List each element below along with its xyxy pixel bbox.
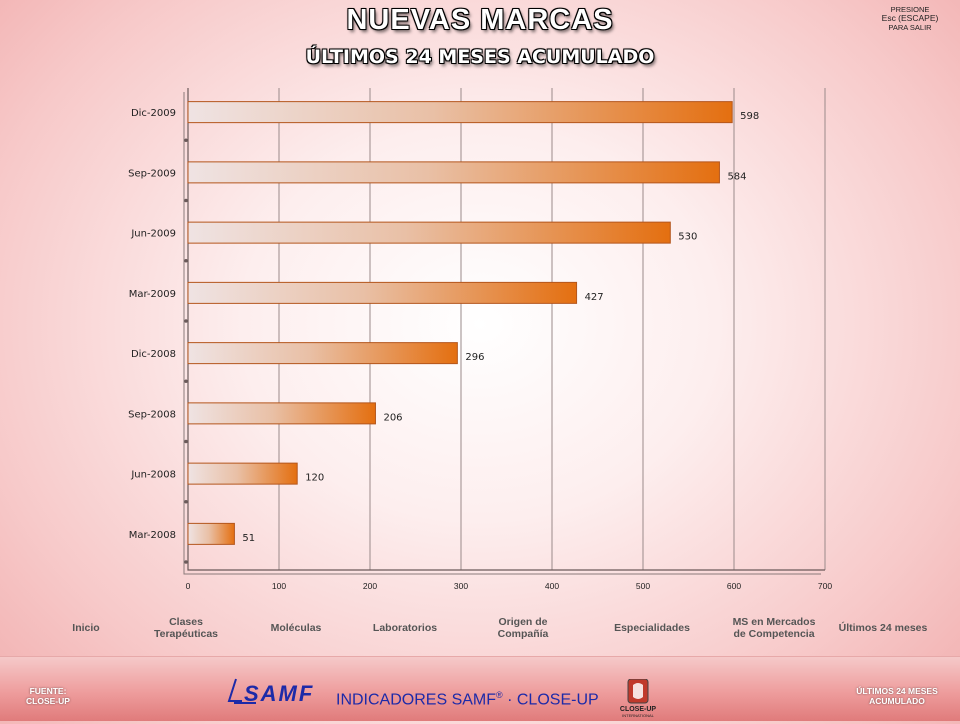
y-category-label: Mar-2008 bbox=[129, 530, 176, 541]
nav-item-label: Origen de Compañía bbox=[497, 616, 549, 640]
footer-section-line1: ÚLTIMOS 24 MESES bbox=[856, 686, 938, 696]
chart-gridlines bbox=[278, 88, 826, 570]
axis-line bbox=[187, 88, 825, 571]
y-tick-mark bbox=[184, 258, 188, 263]
nav-item-últimos-24-meses[interactable]: Últimos 24 meses bbox=[828, 607, 938, 649]
escape-hint: PRESIONE Esc (ESCAPE) PARA SALIR bbox=[870, 5, 950, 32]
escape-hint-line2: Esc (ESCAPE) bbox=[881, 13, 939, 23]
footer-brand-sup: ® bbox=[496, 690, 503, 700]
x-tick-label: 200 bbox=[363, 581, 377, 591]
x-tick-label: 0 bbox=[186, 581, 191, 591]
y-category-label: Dic-2008 bbox=[131, 349, 176, 360]
y-category-label: Dic-2009 bbox=[131, 108, 176, 119]
nav-item-laboratorios[interactable]: Laboratorios bbox=[355, 607, 455, 649]
y-category-label: Jun-2009 bbox=[130, 229, 176, 240]
nav-item-label: Inicio bbox=[72, 622, 100, 634]
nav-item-inicio[interactable]: Inicio bbox=[51, 607, 121, 649]
y-tick-mark bbox=[184, 138, 188, 143]
chart-labels: 0 100 200 300 400 500 600 700 Dic-2009 598 Sep-200… bbox=[128, 108, 832, 591]
bar bbox=[187, 342, 458, 365]
nav-item-moléculas[interactable]: Moléculas bbox=[251, 607, 341, 649]
bar-value-label: 427 bbox=[585, 292, 604, 303]
nav-item-label: Especialidades bbox=[614, 622, 690, 634]
chart-axes bbox=[183, 88, 825, 575]
y-tick-mark bbox=[184, 499, 188, 504]
axis-depth-line bbox=[183, 92, 821, 575]
x-tick-label: 400 bbox=[545, 581, 559, 591]
x-tick-label: 500 bbox=[636, 581, 650, 591]
bar-value-label: 120 bbox=[305, 473, 324, 484]
navigation-bar: Inicio Clases Terapéuticas Moléculas Labora… bbox=[0, 607, 960, 649]
page-subtitle: ÚLTIMOS 24 MESES ACUMULADO bbox=[305, 46, 655, 68]
y-category-label: Sep-2008 bbox=[128, 409, 176, 420]
footer-brand-pre: INDICADORES SAMF bbox=[336, 691, 497, 709]
page-title: NUEVAS MARCAS bbox=[346, 4, 614, 36]
y-category-label: Sep-2009 bbox=[128, 168, 176, 179]
footer-section-label: ÚLTIMOS 24 MESES ACUMULADO bbox=[852, 686, 942, 706]
source-line2: CLOSE-UP bbox=[26, 696, 70, 706]
x-tick-label: 300 bbox=[454, 581, 468, 591]
nav-item-label: MS en Mercados de Competencia bbox=[732, 616, 816, 640]
bar-value-label: 530 bbox=[678, 232, 697, 243]
footer: FUENTE: CLOSE-UP SAMF INDICADORES SAMF® … bbox=[0, 656, 960, 721]
samf-logo: SAMF bbox=[226, 677, 318, 712]
footer-brand-text: INDICADORES SAMF® · CLOSE-UP bbox=[336, 690, 599, 709]
y-tick-mark bbox=[184, 198, 188, 203]
bar-value-label: 296 bbox=[465, 352, 484, 363]
samf-logo-text: SAMF bbox=[244, 681, 314, 706]
bar-value-label: 51 bbox=[242, 533, 255, 544]
closeup-logo-subtext: INTERNATIONAL bbox=[622, 713, 654, 718]
chart-bars bbox=[187, 101, 733, 545]
footer-brand-post: · CLOSE-UP bbox=[502, 691, 599, 709]
y-category-label: Jun-2008 bbox=[130, 470, 176, 481]
y-tick-mark bbox=[184, 319, 188, 323]
source-label: FUENTE: CLOSE-UP bbox=[18, 686, 78, 706]
footer-section-line2: ACUMULADO bbox=[869, 696, 925, 706]
bar bbox=[187, 221, 671, 244]
escape-hint-line1: PRESIONE bbox=[890, 5, 930, 14]
bar-value-label: 206 bbox=[383, 412, 402, 423]
bar bbox=[187, 161, 720, 184]
bar bbox=[187, 402, 376, 425]
y-tick-mark bbox=[184, 379, 188, 384]
nav-item-label: Clases Terapéuticas bbox=[154, 616, 218, 640]
bar-value-label: 598 bbox=[740, 111, 759, 122]
nav-item-especialidades[interactable]: Especialidades bbox=[597, 607, 707, 649]
nav-item-label: Laboratorios bbox=[372, 622, 438, 634]
y-category-label: Mar-2009 bbox=[129, 289, 176, 300]
closeup-logo: CLOSE-UP INTERNATIONAL bbox=[616, 678, 660, 724]
nav-item-ms-en-mercados-de-competencia[interactable]: MS en Mercados de Competencia bbox=[719, 607, 829, 649]
closeup-logo-text: CLOSE-UP bbox=[620, 706, 657, 713]
bar bbox=[187, 462, 298, 485]
nav-item-label: Moléculas bbox=[270, 622, 322, 634]
y-tick-mark bbox=[184, 439, 188, 444]
x-tick-label: 100 bbox=[272, 581, 286, 591]
nav-item-origen-de-compañía[interactable]: Origen de Compañía bbox=[468, 607, 578, 649]
x-tick-label: 700 bbox=[818, 581, 832, 591]
bar bbox=[187, 281, 578, 304]
nav-item-label: Últimos 24 meses bbox=[838, 622, 928, 634]
bar-chart: 0 100 200 300 400 500 600 700 Dic-2009 598 Sep-200… bbox=[128, 88, 832, 591]
x-tick-label: 600 bbox=[727, 581, 741, 591]
y-tick-mark bbox=[184, 560, 188, 564]
nav-item-clases-terapéuticas[interactable]: Clases Terapéuticas bbox=[131, 607, 241, 649]
bar bbox=[187, 522, 235, 545]
bar-value-label: 584 bbox=[727, 171, 746, 182]
source-line1: FUENTE: bbox=[29, 686, 67, 696]
escape-hint-line3: PARA SALIR bbox=[888, 23, 932, 32]
bar bbox=[187, 101, 733, 124]
